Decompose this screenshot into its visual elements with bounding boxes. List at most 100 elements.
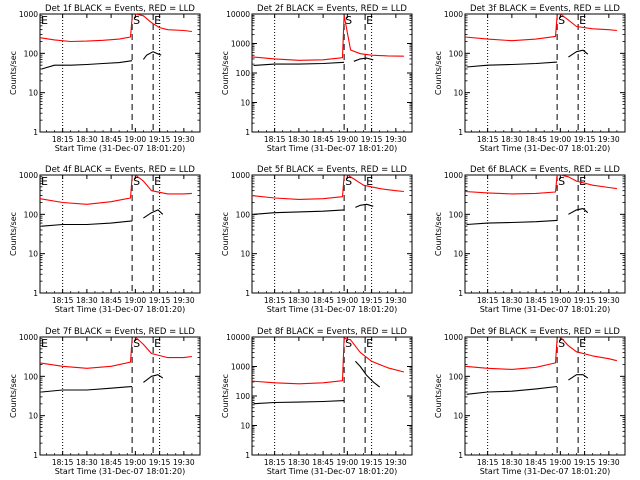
detector-panel-9: Det 9f BLACK = Events, RED = LLD 1 10 100 10… — [434, 327, 626, 476]
x-tick-label: 19:15 — [574, 458, 596, 467]
y-tick-label: 100 — [236, 392, 251, 401]
x-tick-label: 19:00 — [337, 458, 359, 467]
x-tick-label: 18:30 — [501, 296, 523, 305]
y-tick-label: 1000 — [231, 40, 250, 49]
detector-panel-5: Det 5f BLACK = Events, RED = LLD 1 10 100 10… — [221, 165, 413, 314]
y-axis-label: Counts/sec — [434, 51, 443, 95]
interval-mark-e: E — [579, 337, 586, 350]
y-tick-label: 1 — [245, 289, 250, 298]
lld-series-line — [39, 338, 133, 369]
lld-series-line — [464, 338, 558, 370]
x-tick-label: 19:15 — [361, 458, 383, 467]
y-tick-label: 10000 — [226, 10, 250, 19]
x-tick-label: 19:30 — [385, 135, 407, 144]
y-tick-label: 100 — [449, 210, 464, 219]
events-series-line — [143, 209, 164, 219]
x-tick-label: 19:00 — [550, 135, 572, 144]
x-tick-label: 19:00 — [125, 296, 147, 305]
events-series-line — [253, 61, 345, 67]
lld-series-line — [39, 17, 133, 43]
y-tick-label: 100 — [449, 49, 464, 58]
x-tick-label: 19:00 — [337, 135, 359, 144]
x-tick-label: 19:15 — [361, 135, 383, 144]
y-tick-label: 10 — [28, 89, 38, 98]
lld-series-line — [135, 336, 192, 359]
y-tick-label: 10 — [240, 422, 250, 431]
x-tick-label: 19:15 — [149, 458, 171, 467]
y-tick-label: 10 — [28, 250, 38, 259]
lld-series-line — [559, 336, 618, 362]
interval-mark-e: E — [154, 337, 161, 350]
events-series-line — [466, 385, 558, 395]
lld-series-line — [560, 174, 617, 190]
interval-mark-s: S — [345, 337, 352, 350]
x-tick-label: 18:30 — [76, 296, 98, 305]
x-tick-label: 18:45 — [525, 458, 547, 467]
y-tick-label: 1 — [458, 451, 463, 460]
x-tick-label: 19:30 — [173, 296, 195, 305]
events-series-line — [142, 51, 162, 60]
x-tick-label: 18:15 — [264, 458, 286, 467]
x-tick-label: 18:15 — [52, 135, 74, 144]
y-axis-label: Counts/sec — [221, 51, 230, 95]
y-tick-label: 1000 — [19, 171, 38, 180]
plot-frame — [464, 174, 626, 294]
x-tick-label: 19:15 — [149, 135, 171, 144]
x-tick-label: 19:00 — [550, 458, 572, 467]
x-tick-label: 18:15 — [477, 135, 499, 144]
x-tick-label: 19:30 — [598, 296, 620, 305]
x-tick-label: 19:30 — [598, 458, 620, 467]
x-tick-label: 19:30 — [385, 296, 407, 305]
y-tick-label: 1 — [458, 289, 463, 298]
y-tick-label: 10000 — [226, 333, 250, 342]
interval-mark-e: E — [154, 175, 161, 188]
interval-mark-e: E — [366, 175, 373, 188]
x-axis-label: Start Time (31-Dec-07 18:01:20) — [267, 305, 398, 314]
events-series-line — [253, 209, 345, 215]
y-tick-label: 1 — [33, 451, 38, 460]
interval-mark-e: E — [366, 337, 373, 350]
x-tick-label: 18:15 — [264, 296, 286, 305]
x-tick-label: 19:30 — [598, 135, 620, 144]
y-tick-label: 1000 — [231, 363, 250, 372]
x-tick-label: 18:45 — [525, 135, 547, 144]
detector-panel-4: Det 4f BLACK = Events, RED = LLD 1 10 100 10… — [9, 165, 201, 314]
events-series-line — [143, 374, 164, 383]
x-tick-label: 18:45 — [100, 135, 122, 144]
y-tick-label: 10 — [453, 412, 463, 421]
y-tick-label: 1 — [458, 128, 463, 137]
x-tick-label: 19:30 — [173, 458, 195, 467]
plot-frame — [464, 13, 626, 133]
x-tick-label: 18:45 — [100, 296, 122, 305]
interval-mark-s: S — [133, 337, 140, 350]
x-axis-label: Start Time (31-Dec-07 18:01:20) — [55, 305, 186, 314]
detector-panel-8: Det 8f BLACK = Events, RED = LLD 1 10 100 10… — [221, 327, 413, 476]
events-series-line — [41, 60, 133, 70]
panel-title: Det 2f BLACK = Events, RED = LLD — [257, 4, 407, 14]
x-tick-label: 19:15 — [149, 296, 171, 305]
y-axis-label: Counts/sec — [9, 212, 18, 256]
y-tick-label: 1 — [33, 128, 38, 137]
lld-series-line — [343, 337, 405, 373]
y-axis-label: Counts/sec — [9, 374, 18, 418]
interval-mark-e: E — [154, 14, 161, 27]
y-tick-label: 10 — [240, 250, 250, 259]
x-tick-label: 18:45 — [100, 458, 122, 467]
y-tick-label: 1000 — [444, 333, 463, 342]
x-axis-label: Start Time (31-Dec-07 18:01:20) — [480, 467, 611, 476]
y-axis-label: Counts/sec — [221, 212, 230, 256]
plot-frame — [251, 13, 413, 133]
panel-title: Det 3f BLACK = Events, RED = LLD — [470, 4, 620, 14]
y-tick-label: 1000 — [444, 10, 463, 19]
detector-panel-7: Det 7f BLACK = Events, RED = LLD 1 10 100 10… — [9, 327, 201, 476]
events-series-line — [354, 360, 381, 388]
x-tick-label: 19:15 — [574, 296, 596, 305]
events-series-line — [568, 374, 589, 381]
y-tick-label: 1 — [33, 289, 38, 298]
lld-series-line — [251, 15, 345, 61]
detector-panel-2: Det 2f BLACK = Events, RED = LLD 1 10 100 10… — [221, 4, 413, 153]
x-tick-label: 19:00 — [337, 296, 359, 305]
y-tick-label: 100 — [24, 49, 39, 58]
y-tick-label: 1000 — [444, 171, 463, 180]
